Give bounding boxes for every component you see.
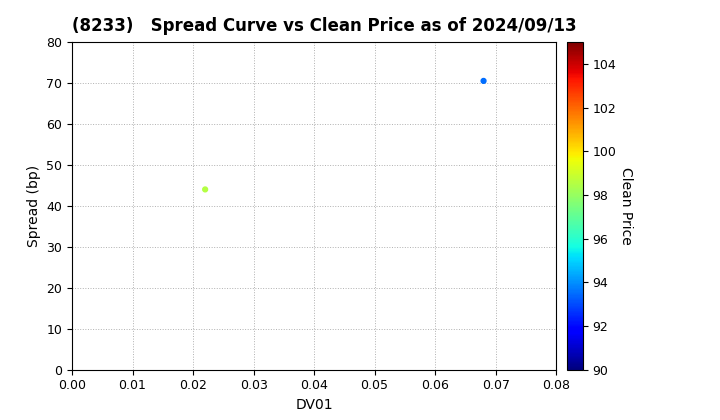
Y-axis label: Clean Price: Clean Price	[619, 167, 633, 245]
Point	[478, 78, 490, 84]
Point	[199, 186, 211, 193]
Y-axis label: Spread (bp): Spread (bp)	[27, 165, 41, 247]
Text: (8233)   Spread Curve vs Clean Price as of 2024/09/13: (8233) Spread Curve vs Clean Price as of…	[72, 17, 577, 35]
X-axis label: DV01: DV01	[295, 398, 333, 412]
